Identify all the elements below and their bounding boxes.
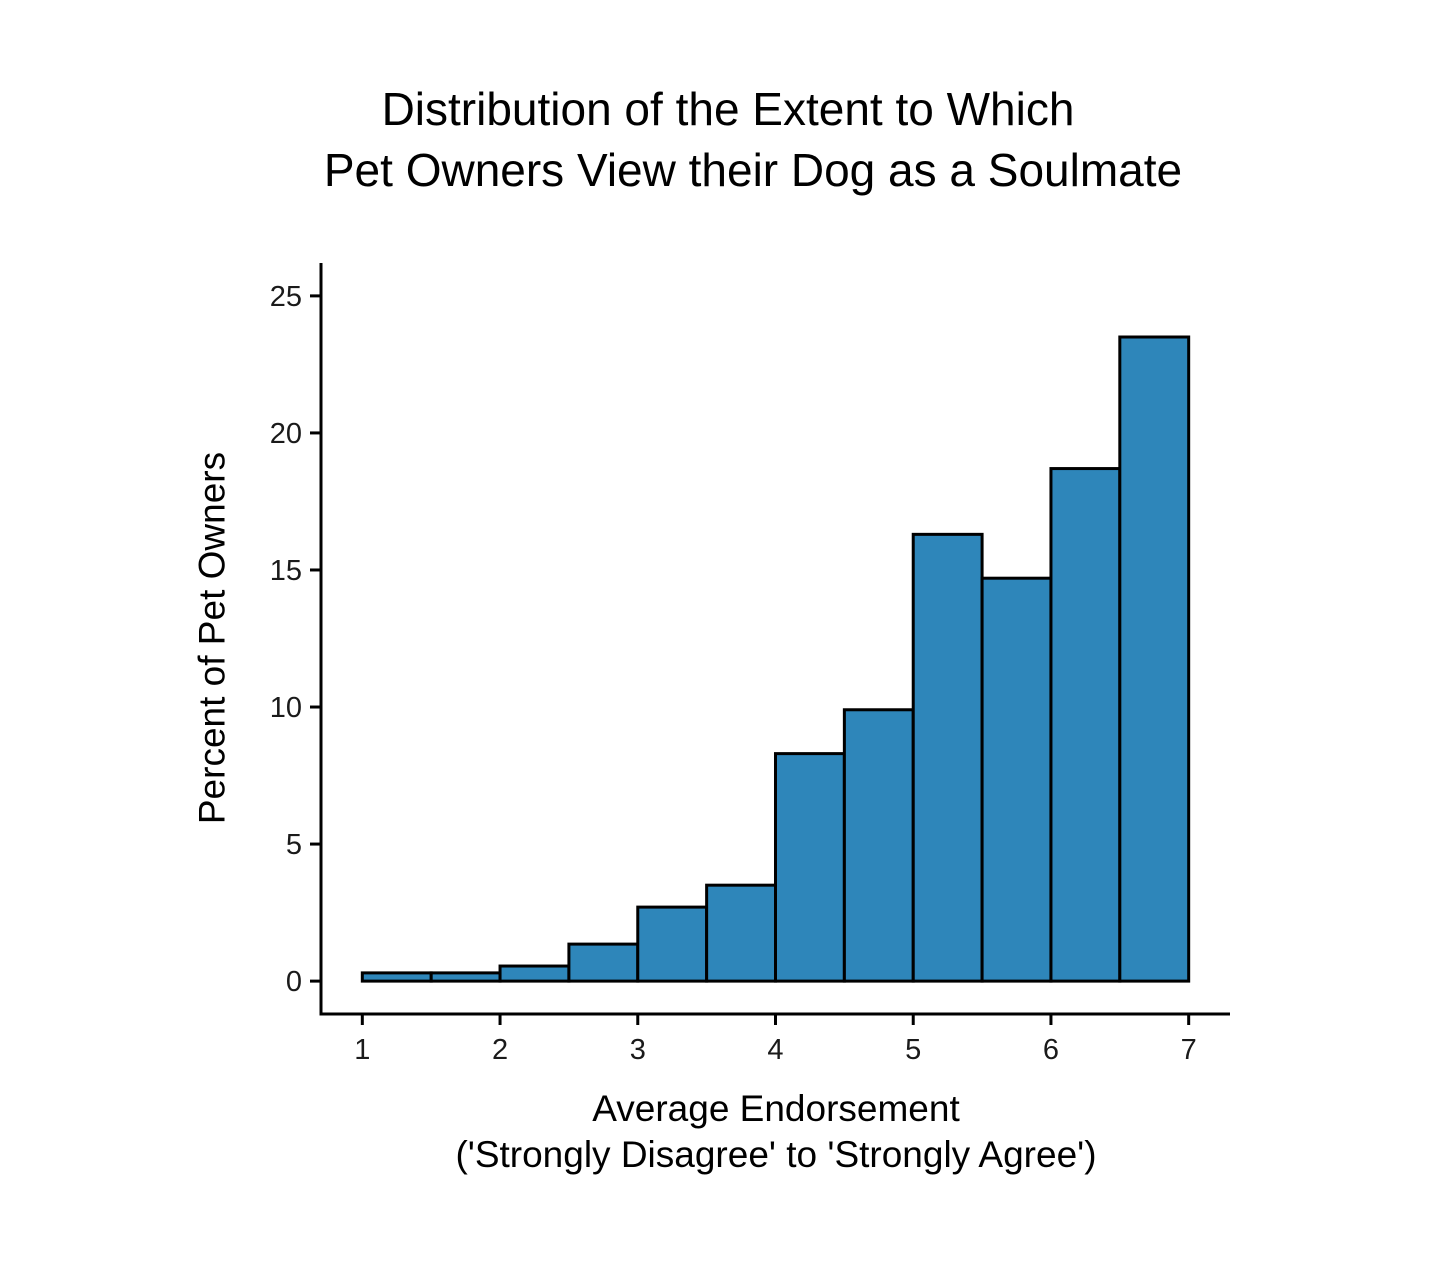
histogram-bar [567,942,640,983]
y-tick-label: 0 [286,966,302,998]
histogram-bar [774,752,846,983]
y-tick-label: 10 [270,692,302,724]
x-tick-label: 7 [1181,1034,1197,1066]
histogram-bar [705,883,777,983]
x-tick-label: 5 [905,1034,921,1066]
chart-title-line-1: Distribution of the Extent to Which [381,83,1075,135]
histogram-bar [498,964,571,983]
y-tick-label: 20 [270,418,302,450]
y-tick-label: 5 [286,829,302,861]
x-axis-label-line-2: ('Strongly Disagree' to 'Strongly Agree'… [455,1134,1097,1175]
histogram-bar [636,905,709,983]
histogram-bar [360,971,433,983]
histogram-bar [429,971,502,983]
x-tick-label: 3 [630,1034,646,1066]
y-tick-label: 15 [270,555,302,587]
histogram-bar [911,532,984,983]
histogram-bar [1118,335,1191,983]
chart-title-line-2: Pet Owners View their Dog as a Soulmate [323,144,1183,196]
x-axis-label-line-1: Average Endorsement [592,1088,960,1129]
x-tick-label: 4 [767,1034,783,1066]
histogram-bar [842,708,915,983]
y-tick-label: 25 [270,281,302,313]
histogram-bar [1049,467,1122,983]
y-axis-label: Percent of Pet Owners [191,451,233,825]
x-tick-label: 6 [1043,1034,1059,1066]
x-tick-label: 2 [492,1034,508,1066]
histogram-bar [980,576,1053,983]
x-tick-label: 1 [354,1034,370,1066]
